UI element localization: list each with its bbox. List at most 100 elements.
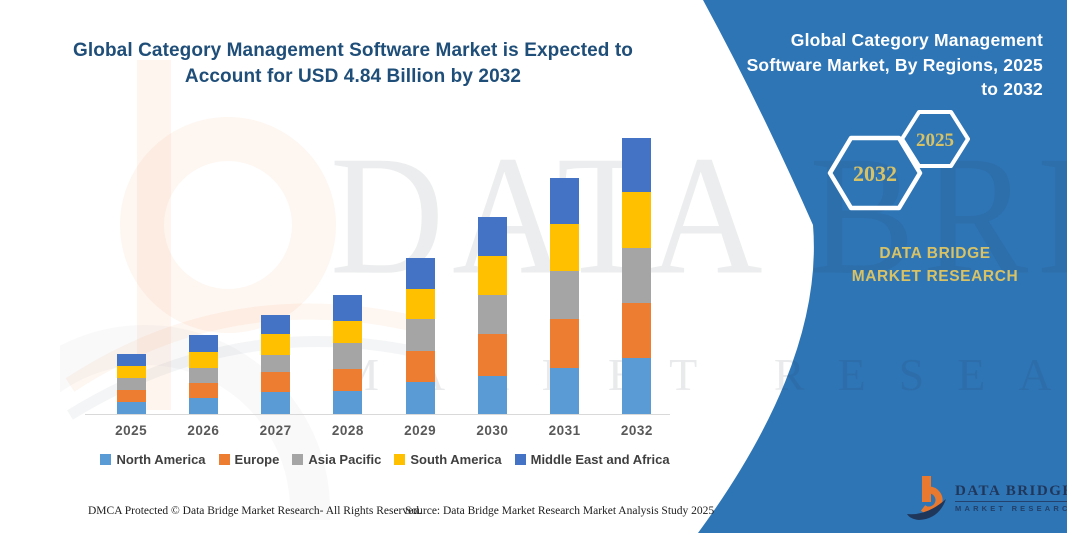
- bar-2028: [333, 294, 363, 414]
- dmca-note: DMCA Protected © Data Bridge Market Rese…: [88, 505, 422, 517]
- segment-2031-europe: [550, 318, 580, 368]
- segment-2031-middle-east-and-africa: [550, 177, 580, 225]
- legend-label-middle-east-and-africa: Middle East and Africa: [530, 452, 670, 467]
- x-axis-label-2030: 2030: [476, 423, 509, 438]
- dbmr-logo-mark: [907, 476, 946, 520]
- legend-swatch-south-america: [394, 454, 406, 465]
- segment-2027-europe: [261, 372, 291, 393]
- legend-label-south-america: South America: [410, 452, 502, 467]
- segment-2027-south-america: [261, 334, 291, 355]
- side-panel-heading: Global Category Management Software Mark…: [746, 30, 1043, 99]
- year-hexagons: 2032 2025: [827, 110, 970, 211]
- chart-legend: North America Europe Asia Pacific South Ame…: [90, 452, 680, 467]
- x-axis-label-2027: 2027: [259, 423, 292, 438]
- segment-2029-south-america: [405, 288, 435, 320]
- segment-2028-north-america: [333, 391, 363, 414]
- bar-2025: [116, 354, 146, 414]
- segment-2032-south-america: [622, 192, 652, 248]
- stacked-bar-chart: [95, 0, 673, 414]
- legend-item-asia-pacific: Asia Pacific: [292, 452, 381, 467]
- segment-2032-north-america: [622, 358, 652, 414]
- segment-2026-middle-east-and-africa: [188, 335, 218, 353]
- segment-2026-europe: [188, 383, 218, 398]
- segment-2025-south-america: [116, 366, 146, 378]
- legend-item-north-america: North America: [100, 452, 206, 467]
- segment-2026-south-america: [188, 352, 218, 368]
- x-axis-label-2029: 2029: [404, 423, 437, 438]
- legend-swatch-europe: [218, 454, 230, 465]
- chart-title: Global Category Management Software Mark…: [73, 38, 633, 90]
- hexagon-2025-label: 2025: [916, 130, 954, 151]
- x-axis-labels: 2025 2026 2027 2028 2029 2030 2031 2032: [95, 423, 673, 438]
- bar-slot-2026: [167, 335, 239, 414]
- segment-2029-europe: [405, 351, 435, 383]
- dbmr-logo: DATA BRIDGE MARKET RESEARCH: [905, 474, 1067, 524]
- segment-2028-asia-pacific: [333, 343, 363, 370]
- segment-2029-middle-east-and-africa: [405, 257, 435, 289]
- legend-swatch-north-america: [100, 454, 112, 465]
- hexagon-2032-label: 2032: [853, 161, 897, 186]
- segment-2032-middle-east-and-africa: [622, 138, 652, 193]
- legend-swatch-middle-east-and-africa: [514, 454, 526, 465]
- x-axis-label-2031: 2031: [548, 423, 581, 438]
- legend-item-europe: Europe: [218, 452, 280, 467]
- segment-2027-asia-pacific: [261, 354, 291, 373]
- segment-2027-north-america: [261, 392, 291, 414]
- bar-2027: [261, 315, 291, 414]
- legend-label-asia-pacific: Asia Pacific: [308, 452, 382, 467]
- segment-2026-asia-pacific: [188, 367, 218, 384]
- hexagon-2025: [900, 110, 970, 168]
- segment-2028-south-america: [333, 321, 363, 344]
- segment-2032-europe: [622, 302, 652, 359]
- segment-2031-north-america: [550, 367, 580, 414]
- source-note: Source: Data Bridge Market Research Mark…: [405, 505, 715, 517]
- chart-title-line2: Account for USD 4.84 Billion by 2032: [184, 66, 522, 87]
- bar-slot-2027: [240, 315, 312, 414]
- bar-slot-2028: [312, 294, 384, 414]
- brand-name: DATA BRIDGE MARKET RESEARCH: [851, 245, 1019, 285]
- x-axis-label-2032: 2032: [620, 423, 653, 438]
- hexagon-2032: [827, 135, 923, 211]
- bar-slot-2032: [601, 138, 673, 414]
- bar-2029: [405, 257, 435, 414]
- bar-slot-2029: [384, 257, 456, 414]
- bar-2032: [622, 138, 652, 414]
- legend-label-north-america: North America: [116, 452, 206, 467]
- x-axis-label-2025: 2025: [115, 423, 148, 438]
- segment-2030-north-america: [477, 375, 507, 414]
- x-axis-label-2028: 2028: [331, 423, 364, 438]
- segment-2029-asia-pacific: [405, 319, 435, 352]
- segment-2030-south-america: [477, 256, 507, 295]
- segment-2027-middle-east-and-africa: [261, 315, 291, 335]
- bar-2030: [477, 217, 507, 414]
- segment-2031-south-america: [550, 224, 580, 271]
- legend-item-middle-east-and-africa: Middle East and Africa: [514, 452, 670, 467]
- segment-2030-asia-pacific: [477, 294, 507, 335]
- segment-2025-asia-pacific: [116, 378, 146, 390]
- chart-title-line1: Global Category Management Software Mark…: [73, 40, 634, 61]
- x-axis-label-2026: 2026: [187, 423, 220, 438]
- segment-2029-north-america: [405, 382, 435, 414]
- segment-2025-north-america: [116, 402, 146, 414]
- segment-2026-north-america: [188, 398, 218, 414]
- segment-2028-middle-east-and-africa: [333, 294, 363, 322]
- dbmr-logo-name: DATA BRIDGE: [955, 483, 1067, 502]
- bar-slot-2031: [529, 177, 601, 414]
- segment-2031-asia-pacific: [550, 270, 580, 319]
- segment-2030-middle-east-and-africa: [477, 217, 507, 257]
- segment-2032-asia-pacific: [622, 247, 652, 303]
- watermark-logo-b: [60, 60, 432, 520]
- legend-item-south-america: South America: [394, 452, 502, 467]
- bar-slot-2025: [95, 354, 167, 414]
- dbmr-logo-subtitle: MARKET RESEARCH: [955, 504, 1067, 513]
- bar-slot-2030: [456, 217, 528, 414]
- segment-2028-europe: [333, 369, 363, 392]
- segment-2025-europe: [116, 390, 146, 402]
- bar-2031: [550, 177, 580, 414]
- x-axis-line: [85, 414, 670, 415]
- legend-swatch-asia-pacific: [292, 454, 304, 465]
- legend-label-europe: Europe: [234, 452, 280, 467]
- segment-2025-middle-east-and-africa: [116, 354, 146, 366]
